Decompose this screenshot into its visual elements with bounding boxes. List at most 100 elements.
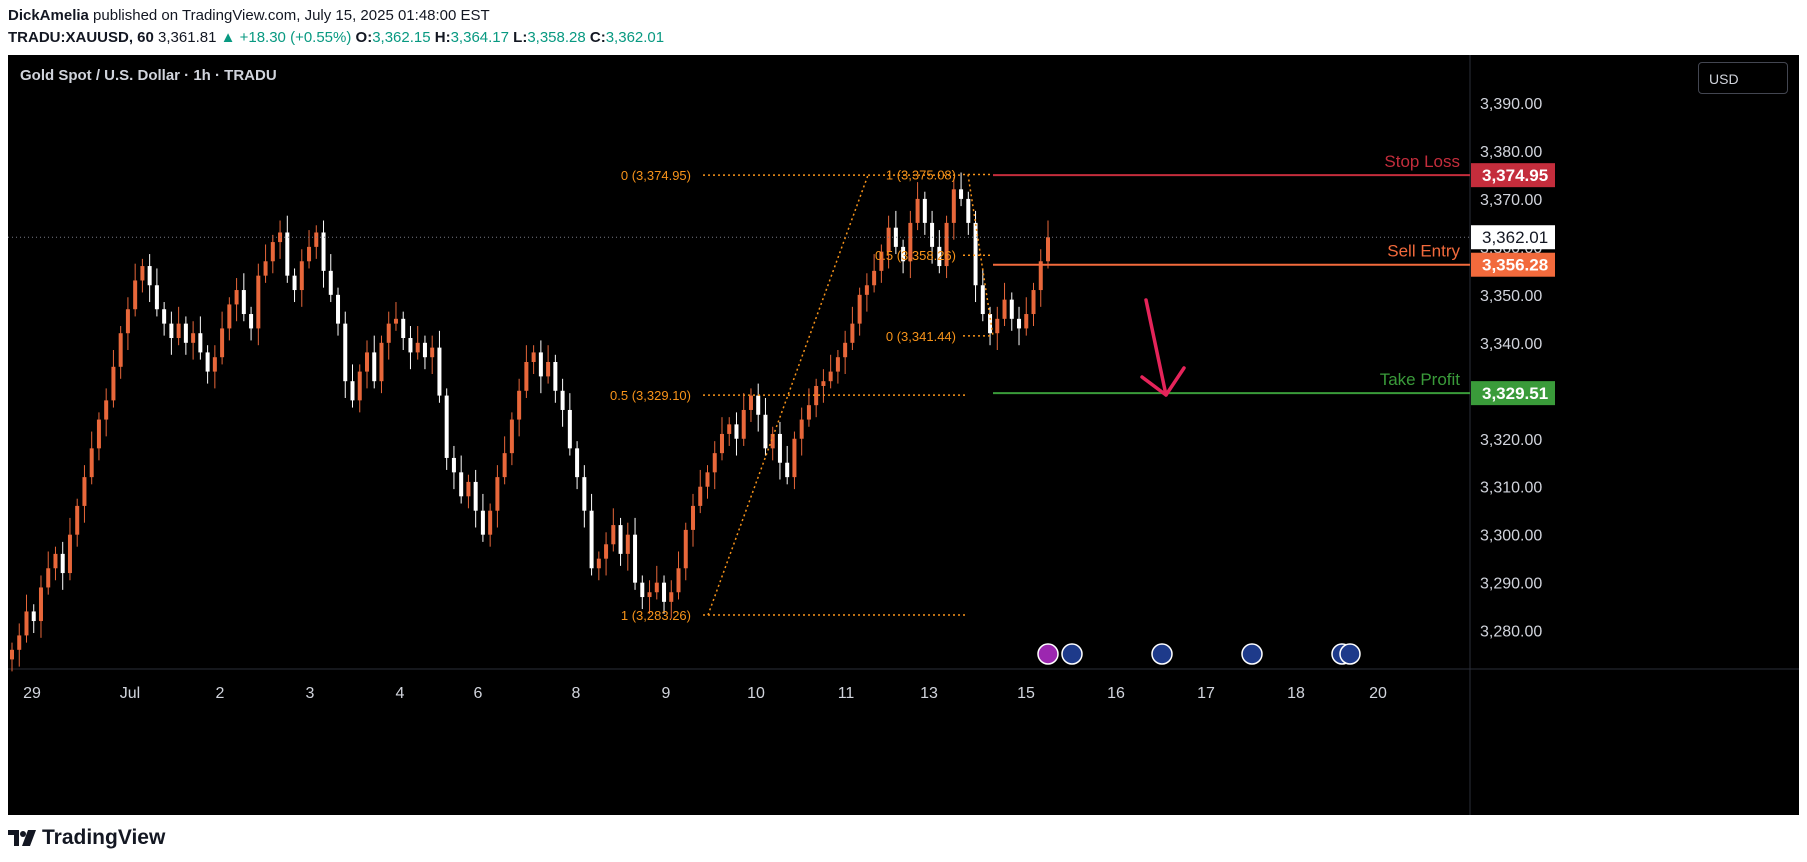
candle-body [154,285,159,310]
tradingview-footer: TradingView [8,826,165,850]
candle-body [799,419,804,439]
candle-body [263,261,268,276]
candle-body [328,270,333,295]
candle-body [24,611,29,636]
us-flag-event-icon [1339,643,1361,665]
candle-body [336,294,341,324]
candle-body [415,342,420,353]
candle-body [777,433,782,463]
candle-body [922,198,927,223]
candle-body [473,481,478,511]
candle-body [821,381,826,386]
low-value: 3,358.28 [527,29,586,46]
fib-trend-line [967,174,994,337]
candle-body [517,390,522,420]
candle-body [828,371,833,382]
candle-body [560,390,565,410]
candle-body [372,352,377,382]
close-value: 3,362.01 [605,29,665,46]
x-tick-label: 3 [306,685,315,702]
candle-body [357,371,362,401]
x-tick-label: 15 [1017,685,1035,702]
candle-body [879,251,884,271]
candle-body [183,323,188,343]
candle-body [162,309,167,324]
candle-body [176,323,181,339]
candle-body [234,290,239,305]
y-tick-label: 3,280.00 [1480,624,1542,641]
y-tick-label: 3,390.00 [1480,96,1542,113]
x-tick-label: 16 [1107,685,1125,702]
fib-label: 1 (3,375.08) [886,168,956,183]
sell-entry-label: Sell Entry [1387,242,1460,261]
candle-body [980,285,985,315]
author-name[interactable]: DickAmelia [8,7,89,24]
x-tick-label: 6 [474,685,483,702]
earnings-event-icon [1037,643,1059,665]
us-flag-event-icon [1061,643,1083,665]
candle-body [872,270,877,286]
sell-entry-price-tag [1471,252,1555,277]
candle-body [422,342,427,358]
price-change: ▲ +18.30 (+0.55%) [220,29,352,46]
x-tick-label: Jul [120,685,140,702]
candle-body [647,592,652,598]
candle-body [408,338,413,353]
candle-body [67,534,72,574]
candle-body [538,352,543,377]
candle-body [604,544,609,559]
candle-body [676,568,681,593]
candle-body [930,222,935,247]
candle-body [241,290,246,315]
chart-pane[interactable]: 3,390.003,380.003,370.003,360.003,350.00… [8,55,1799,815]
candle-body [951,189,956,223]
candle-body [988,314,993,334]
take-profit-label: Take Profit [1380,370,1461,389]
candle-body [46,568,51,588]
candle-body [944,222,949,267]
candle-body [1002,299,1007,319]
stop-loss-label: Stop Loss [1384,152,1460,171]
high-value: 3,364.17 [450,29,509,46]
candle-body [437,347,442,396]
candle-body [307,246,312,262]
candle-body [292,275,297,291]
candle-body [531,352,536,362]
candle-body [596,558,601,569]
fib-label: 0 (3,341.44) [886,329,956,344]
candle-body [901,246,906,262]
candle-body [1024,314,1029,329]
candle-body [212,357,217,372]
candle-body [727,424,732,434]
candle-body [640,582,645,598]
candle-body [249,314,254,329]
footer-brand: TradingView [42,826,166,849]
candle-body [125,309,130,334]
candle-body [937,246,942,267]
x-tick-label: 8 [572,685,581,702]
candle-body [31,611,36,622]
y-tick-label: 3,290.00 [1480,576,1542,593]
candle-body [111,366,116,401]
fib-label: 0 (3,374.95) [621,168,691,183]
candle-body [1009,299,1014,319]
current-price-text: 3,362.01 [1482,228,1548,247]
stop-loss-price-tag [1471,163,1555,188]
x-tick-label: 2 [216,685,225,702]
candle-body [546,362,551,377]
currency-button[interactable]: USD [1698,62,1788,94]
low-label: L: [513,29,528,46]
chart-legend: Gold Spot / U.S. Dollar · 1h · TRADU [20,67,277,84]
candle-body [734,424,739,439]
candle-body [480,510,485,535]
candle-body [1017,318,1022,329]
x-tick-label: 18 [1287,685,1305,702]
chart-canvas[interactable]: 3,390.003,380.003,370.003,360.003,350.00… [8,55,1799,815]
candle-body [133,280,138,310]
candle-body [17,635,22,650]
fib-label: 0.5 (3,358.26) [875,248,956,263]
candle-body [75,505,80,535]
candle-body [1031,290,1036,315]
candle-body [698,486,703,506]
y-tick-label: 3,370.00 [1480,192,1542,209]
